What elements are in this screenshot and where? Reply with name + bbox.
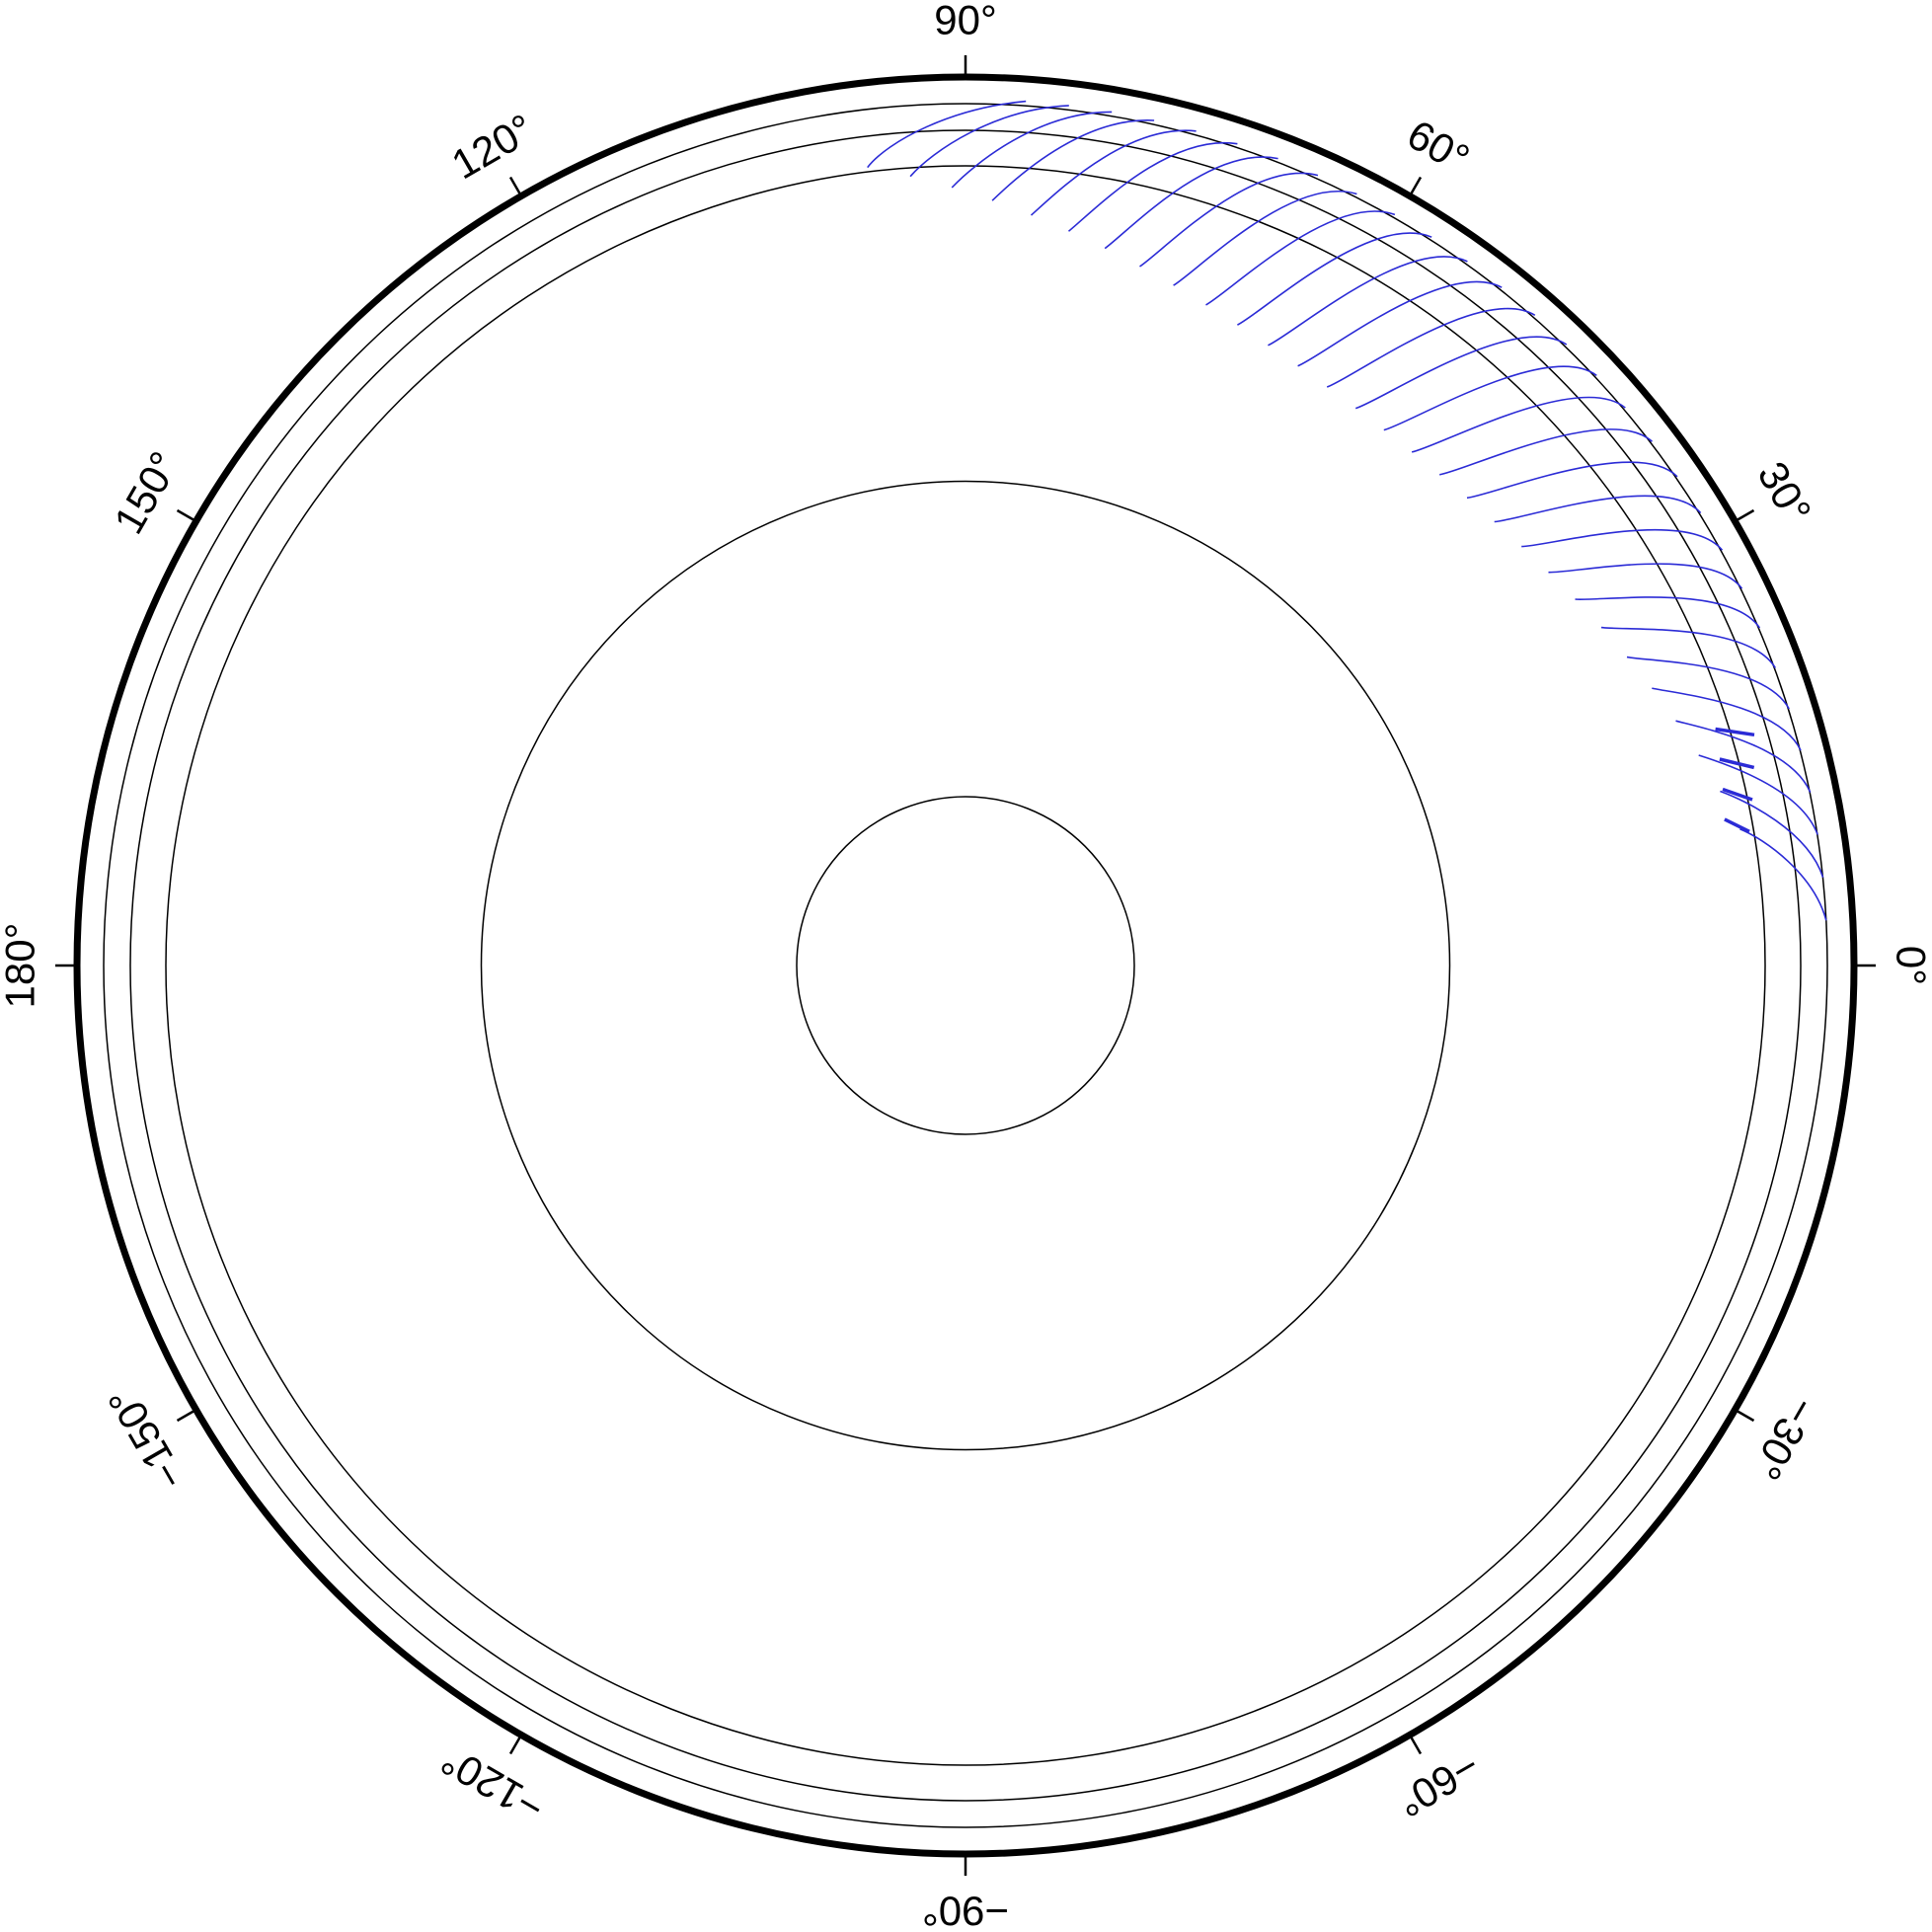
longitude-label: −60° — [1389, 1742, 1488, 1826]
longitude-tick — [1408, 176, 1423, 197]
longitude-tick — [508, 1734, 523, 1755]
vector-line — [1383, 365, 1597, 431]
longitude-label: 180° — [0, 923, 43, 1009]
vector-line — [867, 100, 1027, 169]
longitude-ticks — [55, 55, 1876, 1876]
vector-bold-segment — [1722, 787, 1753, 802]
longitude-label: 60° — [1400, 111, 1478, 182]
grid-circles — [103, 103, 1828, 1828]
vector-bold-segment — [1719, 757, 1755, 770]
longitude-label: 120° — [444, 105, 542, 188]
vector-line — [1173, 191, 1357, 286]
grid-circle-1 — [796, 796, 1135, 1135]
vector-line — [1626, 656, 1790, 710]
vector-line — [1698, 754, 1818, 835]
vector-line — [1411, 396, 1626, 453]
vector-line — [1067, 141, 1238, 232]
longitude-label: 30° — [1748, 454, 1819, 532]
vector-line — [1354, 336, 1568, 410]
longitude-label: −30° — [1742, 1389, 1826, 1488]
vector-line — [1494, 495, 1702, 523]
vector-line — [1237, 232, 1432, 326]
longitude-label: 90° — [934, 0, 997, 43]
vector-line — [1600, 626, 1776, 669]
longitude-label: 0° — [1889, 946, 1932, 985]
vector-line — [1268, 256, 1468, 347]
longitude-label: 150° — [105, 444, 188, 542]
vector-field — [867, 100, 1827, 921]
vector-line — [991, 119, 1155, 201]
vector-line — [1139, 172, 1319, 268]
longitude-tick — [1734, 508, 1755, 523]
vector-line — [1297, 280, 1503, 367]
grid-circle-5 — [103, 103, 1828, 1828]
longitude-tick — [1408, 1734, 1423, 1755]
vector-line — [1466, 461, 1678, 500]
vector-line — [1652, 687, 1802, 751]
vector-bold-segment — [1724, 817, 1750, 833]
longitude-label: −150° — [99, 1379, 193, 1498]
longitude-tick — [508, 176, 523, 197]
vector-line — [909, 105, 1069, 178]
vector-line — [1326, 307, 1536, 388]
longitude-label: −120° — [433, 1737, 552, 1831]
longitude-tick — [1734, 1408, 1755, 1423]
vector-line — [1521, 528, 1724, 551]
grid-circle-4 — [129, 129, 1802, 1802]
vector-bold-segment — [1715, 727, 1755, 737]
vector-line — [1575, 596, 1761, 629]
longitude-tick — [176, 1408, 197, 1423]
vector-line — [1205, 210, 1396, 306]
grid-circle-2 — [480, 480, 1451, 1451]
vector-line — [1439, 428, 1654, 476]
vector-line — [1739, 827, 1827, 921]
longitude-tick — [176, 508, 197, 523]
longitude-label: −90° — [922, 1889, 1009, 1932]
vector-line — [1548, 563, 1743, 589]
vector-line — [1104, 156, 1278, 250]
map-frame — [73, 73, 1858, 1858]
vector-line — [1030, 129, 1197, 216]
grid-circle-3 — [165, 165, 1766, 1766]
vector-line — [1720, 790, 1824, 879]
vector-line — [1675, 720, 1812, 793]
vector-line — [951, 111, 1113, 189]
